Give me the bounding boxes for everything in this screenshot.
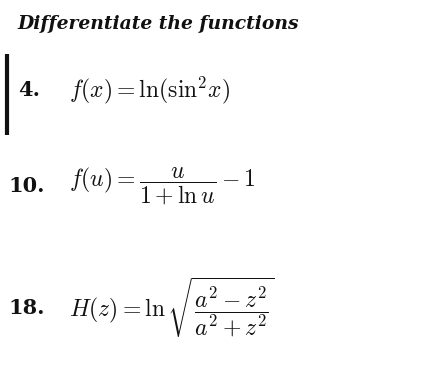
Text: 18.: 18. [9, 298, 45, 318]
Text: $f(x) = \ln(\sin^2\!x)$: $f(x) = \ln(\sin^2\!x)$ [69, 75, 230, 106]
Text: Differentiate the functions: Differentiate the functions [18, 15, 299, 33]
Text: $H(z) = \ln\sqrt{\dfrac{a^2 - z^2}{a^2 + z^2}}$: $H(z) = \ln\sqrt{\dfrac{a^2 - z^2}{a^2 +… [69, 276, 275, 340]
Text: $f(u) = \dfrac{u}{1 + \ln u} - 1$: $f(u) = \dfrac{u}{1 + \ln u} - 1$ [69, 166, 256, 207]
Text: 4.: 4. [18, 80, 40, 100]
Text: 10.: 10. [9, 176, 45, 196]
